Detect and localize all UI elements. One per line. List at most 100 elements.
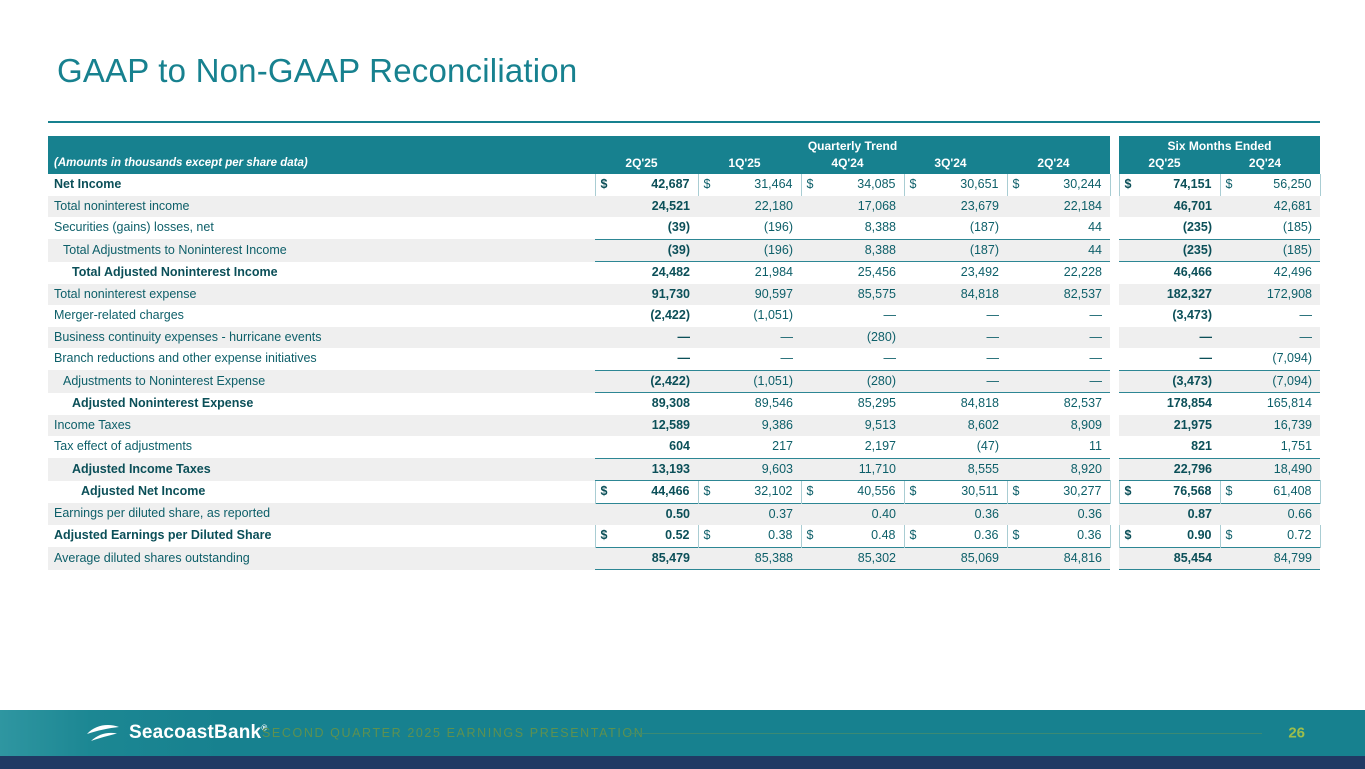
value-cell: 11 [1007, 436, 1110, 458]
value-cell: $32,102 [697, 480, 801, 503]
value-cell-layout: $74,151 [1120, 174, 1220, 196]
table-group-header-row: Quarterly Trend Six Months Ended [48, 136, 1321, 155]
cell-value: — [780, 351, 794, 365]
value-cell-layout: — [904, 327, 1007, 349]
value-cell: $30,277 [1006, 480, 1111, 503]
value-cell: — [1220, 305, 1320, 327]
value-cell-layout: — [595, 327, 698, 349]
value-cell-layout: 13,193 [595, 459, 698, 480]
dollar-sign: $ [909, 484, 917, 498]
value-cell: 11,710 [801, 457, 904, 481]
value-cell-layout: (2,422) [595, 371, 698, 392]
value-cell-layout: 85,295 [801, 394, 904, 415]
cell-value: 8,909 [1070, 417, 1102, 432]
value-cell: 9,603 [698, 457, 801, 481]
value-cell-layout: 82,537 [1007, 284, 1110, 306]
value-cell: 85,388 [698, 546, 801, 570]
value-cell-layout: 22,180 [698, 196, 801, 218]
value-cell: 42,496 [1220, 261, 1321, 284]
registered-mark: ® [261, 723, 268, 733]
dollar-sign: $ [1012, 528, 1020, 542]
value-cell: (39) [595, 238, 698, 262]
value-cell-layout: $42,687 [596, 174, 698, 196]
cell-value: (39) [667, 242, 690, 257]
value-cell: 89,546 [698, 392, 801, 415]
table-row: Total noninterest income 24,521 22,180 17,0… [48, 195, 1321, 218]
group-header-six-months-ended: Six Months Ended [1119, 136, 1321, 155]
value-cell-layout: 11 [1007, 436, 1110, 458]
cell-value: (7,094) [1272, 351, 1313, 365]
value-cell: 82,537 [1007, 392, 1110, 415]
cell-value: — [1199, 329, 1213, 344]
dollar-sign: $ [806, 528, 814, 542]
value-cell-layout: 9,603 [698, 459, 801, 480]
cell-value: 8,920 [1070, 461, 1102, 476]
cell-value: — [677, 351, 691, 365]
value-cell: 85,069 [904, 546, 1007, 570]
cell-value: — [1199, 351, 1213, 365]
cell-value: — [1299, 308, 1313, 322]
column-gap [1110, 195, 1119, 217]
value-cell-layout: (187) [904, 217, 1007, 239]
row-label: Net Income [54, 177, 122, 191]
cell-value: 0.36 [1077, 528, 1102, 542]
value-cell-layout: 85,388 [698, 548, 801, 569]
cell-value: 0.40 [871, 506, 896, 521]
cell-value: 82,537 [1063, 396, 1102, 410]
cell-value: 84,818 [960, 396, 999, 410]
value-cell: 89,308 [595, 392, 698, 415]
bottom-accent-strip [0, 756, 1365, 769]
cell-value: 8,602 [967, 417, 999, 432]
footer: SeacoastBank® SECOND QUARTER 2025 EARNIN… [0, 710, 1365, 756]
cell-value: — [677, 329, 691, 344]
value-cell-layout: (39) [595, 240, 698, 261]
value-cell-layout: (235) [1119, 217, 1220, 239]
value-cell-layout: (1,051) [698, 371, 801, 392]
cell-value: — [1299, 329, 1313, 344]
cell-value: 40,556 [857, 484, 896, 498]
cell-value: (280) [866, 329, 896, 344]
value-cell-layout: $44,466 [596, 481, 698, 502]
page-number: 26 [1288, 724, 1305, 742]
value-cell: 0.50 [595, 502, 698, 525]
dollar-sign: $ [909, 177, 917, 191]
cell-value: (187) [969, 242, 999, 257]
column-header-2: 1Q'25 [698, 155, 801, 174]
value-cell: 9,386 [698, 414, 801, 436]
value-cell: 22,184 [1007, 195, 1110, 217]
row-label-header: (Amounts in thousands except per share d… [48, 155, 595, 174]
value-cell: 8,388 [801, 238, 904, 262]
value-cell: — [1007, 326, 1110, 348]
value-cell: (3,473) [1119, 369, 1220, 393]
cell-value: 85,388 [754, 550, 793, 565]
cell-value: 9,603 [761, 461, 793, 476]
footer-divider-line [628, 733, 1262, 734]
cell-value: 91,730 [651, 286, 690, 301]
row-label: Average diluted shares outstanding [48, 547, 595, 570]
cell-value: 16,739 [1273, 417, 1313, 432]
value-cell-layout: — [1007, 305, 1110, 327]
cell-value: 0.37 [768, 506, 793, 521]
cell-value: 17,068 [857, 198, 896, 213]
cell-value: 89,546 [754, 396, 793, 410]
value-cell-layout: 89,546 [698, 394, 801, 415]
cell-value: 30,277 [1063, 484, 1102, 498]
value-cell-layout: $30,244 [1008, 174, 1109, 196]
value-cell: (196) [698, 217, 801, 239]
cell-value: 172,908 [1266, 286, 1313, 301]
cell-value: 61,408 [1273, 484, 1312, 498]
value-cell-layout: $0.38 [699, 525, 801, 547]
value-cell: 0.36 [904, 502, 1007, 525]
value-cell-layout: (7,094) [1220, 348, 1320, 370]
cell-value: 56,250 [1273, 177, 1312, 191]
value-cell-layout: (1,051) [698, 305, 801, 327]
value-cell: 23,679 [904, 195, 1007, 217]
value-cell: (7,094) [1220, 348, 1320, 370]
table-row: Merger-related charges (2,422) (1,051) — — — (… [48, 305, 1320, 327]
value-cell-layout: 84,818 [904, 394, 1007, 415]
value-cell-layout: 44 [1007, 217, 1110, 239]
value-cell-layout: 91,730 [595, 284, 698, 306]
cell-value: — [1089, 329, 1103, 344]
value-cell: 42,681 [1220, 195, 1321, 217]
